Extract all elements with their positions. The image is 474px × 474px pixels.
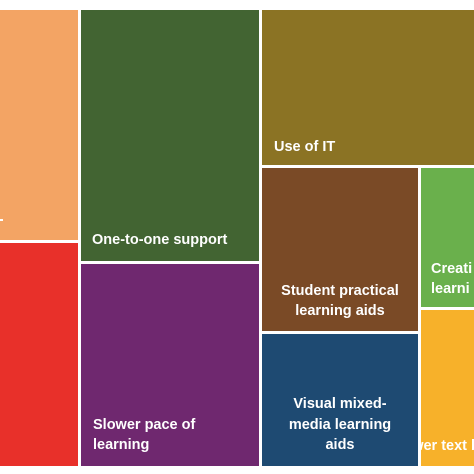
tile-label-use-of-it: Use of IT xyxy=(274,139,336,156)
tile-one-to-one-support: One-to-one support xyxy=(81,10,259,261)
tile-slower-pace-of-learning: Slower pace of learning xyxy=(81,264,259,466)
tile-label-visual-mixed-media: Visual mixed- media learning aids xyxy=(288,396,392,454)
tile-label-slower-pace: Slower pace of learning xyxy=(93,416,196,454)
tile-red xyxy=(0,243,78,466)
tile-label-one-to-one-support: One-to-one support xyxy=(92,232,228,249)
tile-use-of-it: Use of IT xyxy=(262,10,474,165)
tile-label-fewer-text-books: Fewer text books xyxy=(421,438,474,455)
tile-visual-mixed-media-learning-aids: Visual mixed- media learning aids xyxy=(262,334,418,466)
tile-creative-learning: Creati learni xyxy=(421,168,474,307)
tile-fewer-text-books: Fewer text books xyxy=(421,310,474,466)
tile-peach-label-fragment xyxy=(0,219,3,221)
tile-label-creative-learning: Creati learni xyxy=(431,260,473,298)
tile-student-practical-learning-aids: Student practical learning aids xyxy=(262,168,418,331)
tile-label-student-practical: Student practical learning aids xyxy=(281,282,399,320)
tile-peach xyxy=(0,10,78,240)
